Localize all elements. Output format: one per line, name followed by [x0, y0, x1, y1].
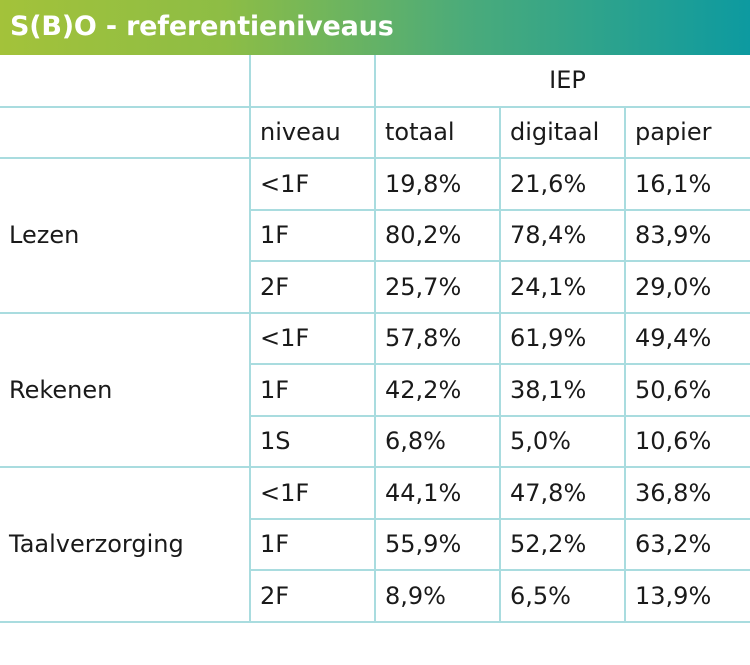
table-row: 1F 80,2% 78,4% 83,9% [0, 208, 750, 262]
digital-cell: 21,6% [499, 157, 626, 211]
column-header-totaal: totaal [374, 105, 501, 159]
column-header-row: niveau totaal digitaal papier [0, 105, 750, 159]
paper-cell: 63,2% [623, 517, 750, 571]
empty-header-cell [249, 55, 376, 108]
total-cell: 6,8% [374, 414, 501, 468]
table-row: Lezen <1F 19,8% 21,6% 16,1% [0, 157, 750, 314]
total-cell: 57,8% [374, 311, 501, 365]
paper-cell: 83,9% [623, 208, 750, 262]
table-row: Taalverzorging <1F 44,1% 47,8% 36,8% [0, 466, 750, 623]
total-cell: 80,2% [374, 208, 501, 262]
digital-cell: 38,1% [499, 363, 626, 417]
paper-cell: 16,1% [623, 157, 750, 211]
digital-cell: 52,2% [499, 517, 626, 571]
paper-cell: 49,4% [623, 311, 750, 365]
level-cell: 1F [249, 363, 376, 417]
digital-cell: 47,8% [499, 466, 626, 520]
paper-cell: 29,0% [623, 260, 750, 314]
table-row: 1F 42,2% 38,1% 50,6% [0, 363, 750, 417]
total-cell: 44,1% [374, 466, 501, 520]
column-header-digitaal: digitaal [499, 105, 626, 159]
table-row: 2F 25,7% 24,1% 29,0% [0, 260, 750, 314]
level-cell: 2F [249, 569, 376, 623]
title-banner: S(B)O - referentieniveaus [0, 0, 750, 55]
digital-cell: 78,4% [499, 208, 626, 262]
total-cell: 19,8% [374, 157, 501, 211]
level-cell: <1F [249, 466, 376, 520]
referentieniveaus-table: IEP niveau totaal digitaal papier Lezen … [0, 55, 750, 623]
paper-cell: 36,8% [623, 466, 750, 520]
table-row: 1S 6,8% 5,0% 10,6% [0, 414, 750, 468]
level-cell: 1F [249, 517, 376, 571]
column-header-niveau: niveau [249, 105, 376, 159]
table-row: 2F 8,9% 6,5% 13,9% [0, 569, 750, 623]
total-cell: 8,9% [374, 569, 501, 623]
paper-cell: 10,6% [623, 414, 750, 468]
level-cell: 1S [249, 414, 376, 468]
subject-label-rekenen: Rekenen [0, 311, 251, 468]
table-row: 1F 55,9% 52,2% 63,2% [0, 517, 750, 571]
iep-group-header: IEP [373, 55, 750, 108]
page-title: S(B)O - referentieniveaus [10, 11, 394, 42]
empty-corner-cell [0, 55, 251, 108]
digital-cell: 61,9% [499, 311, 626, 365]
column-header-papier: papier [623, 105, 750, 159]
total-cell: 42,2% [374, 363, 501, 417]
digital-cell: 6,5% [499, 569, 626, 623]
group-header-row: IEP [0, 55, 750, 108]
level-cell: <1F [249, 157, 376, 211]
total-cell: 55,9% [374, 517, 501, 571]
paper-cell: 13,9% [623, 569, 750, 623]
subject-label-taalverzorging: Taalverzorging [0, 466, 251, 623]
digital-cell: 24,1% [499, 260, 626, 314]
table-row: Rekenen <1F 57,8% 61,9% 49,4% [0, 311, 750, 468]
digital-cell: 5,0% [499, 414, 626, 468]
level-cell: <1F [249, 311, 376, 365]
paper-cell: 50,6% [623, 363, 750, 417]
subject-label-lezen: Lezen [0, 157, 251, 314]
total-cell: 25,7% [374, 260, 501, 314]
level-cell: 1F [249, 208, 376, 262]
level-cell: 2F [249, 260, 376, 314]
empty-subject-header-cell [0, 105, 251, 159]
